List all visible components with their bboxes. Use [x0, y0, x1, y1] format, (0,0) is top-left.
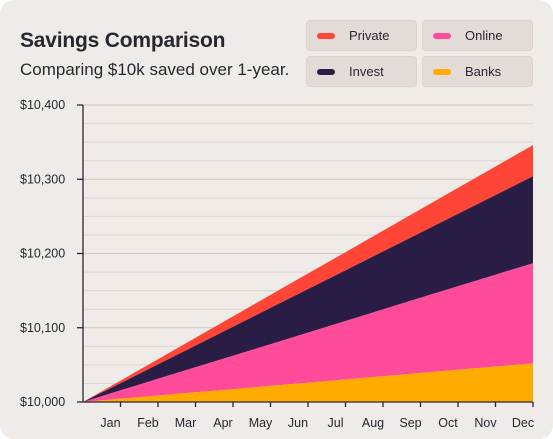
x-tick-label: Aug [362, 416, 384, 430]
legend-label-online: Online [465, 28, 503, 43]
area-banks [83, 363, 533, 402]
legend-swatch-invest [317, 68, 335, 75]
chart-subtitle: Comparing $10k saved over 1-year. [20, 60, 290, 79]
legend-item-invest[interactable]: Invest [306, 56, 417, 87]
legend-label-invest: Invest [349, 64, 384, 79]
y-tick-label: $10,200 [20, 247, 65, 261]
legend-item-banks[interactable]: Banks [422, 56, 533, 87]
x-tick-label: Jun [288, 416, 308, 430]
x-tick-label: Feb [137, 416, 159, 430]
legend-item-online[interactable]: Online [422, 20, 533, 51]
x-tick-label: May [249, 416, 273, 430]
y-tick-label: $10,100 [20, 321, 65, 335]
x-tick-label: Dec [512, 416, 534, 430]
legend-swatch-online [433, 32, 451, 39]
area-online [83, 263, 533, 402]
x-tick-label: Jan [100, 416, 120, 430]
x-tick-label: Oct [438, 416, 458, 430]
legend-label-banks: Banks [465, 64, 502, 79]
x-tick-label: Sep [399, 416, 421, 430]
x-tick-label: Mar [175, 416, 197, 430]
legend-item-private[interactable]: Private [306, 20, 417, 51]
area-private [83, 145, 533, 402]
y-tick-label: $10,000 [20, 395, 65, 409]
x-tick-label: Apr [213, 416, 232, 430]
legend-swatch-banks [433, 68, 451, 75]
area-invest [83, 176, 533, 402]
x-tick-label: Nov [474, 416, 497, 430]
y-tick-label: $10,400 [20, 98, 65, 112]
legend-swatch-private [317, 32, 335, 39]
chart-title: Savings Comparison [20, 29, 226, 52]
x-tick-label: Jul [328, 416, 344, 430]
y-tick-label: $10,300 [20, 172, 65, 186]
legend-label-private: Private [349, 28, 390, 43]
